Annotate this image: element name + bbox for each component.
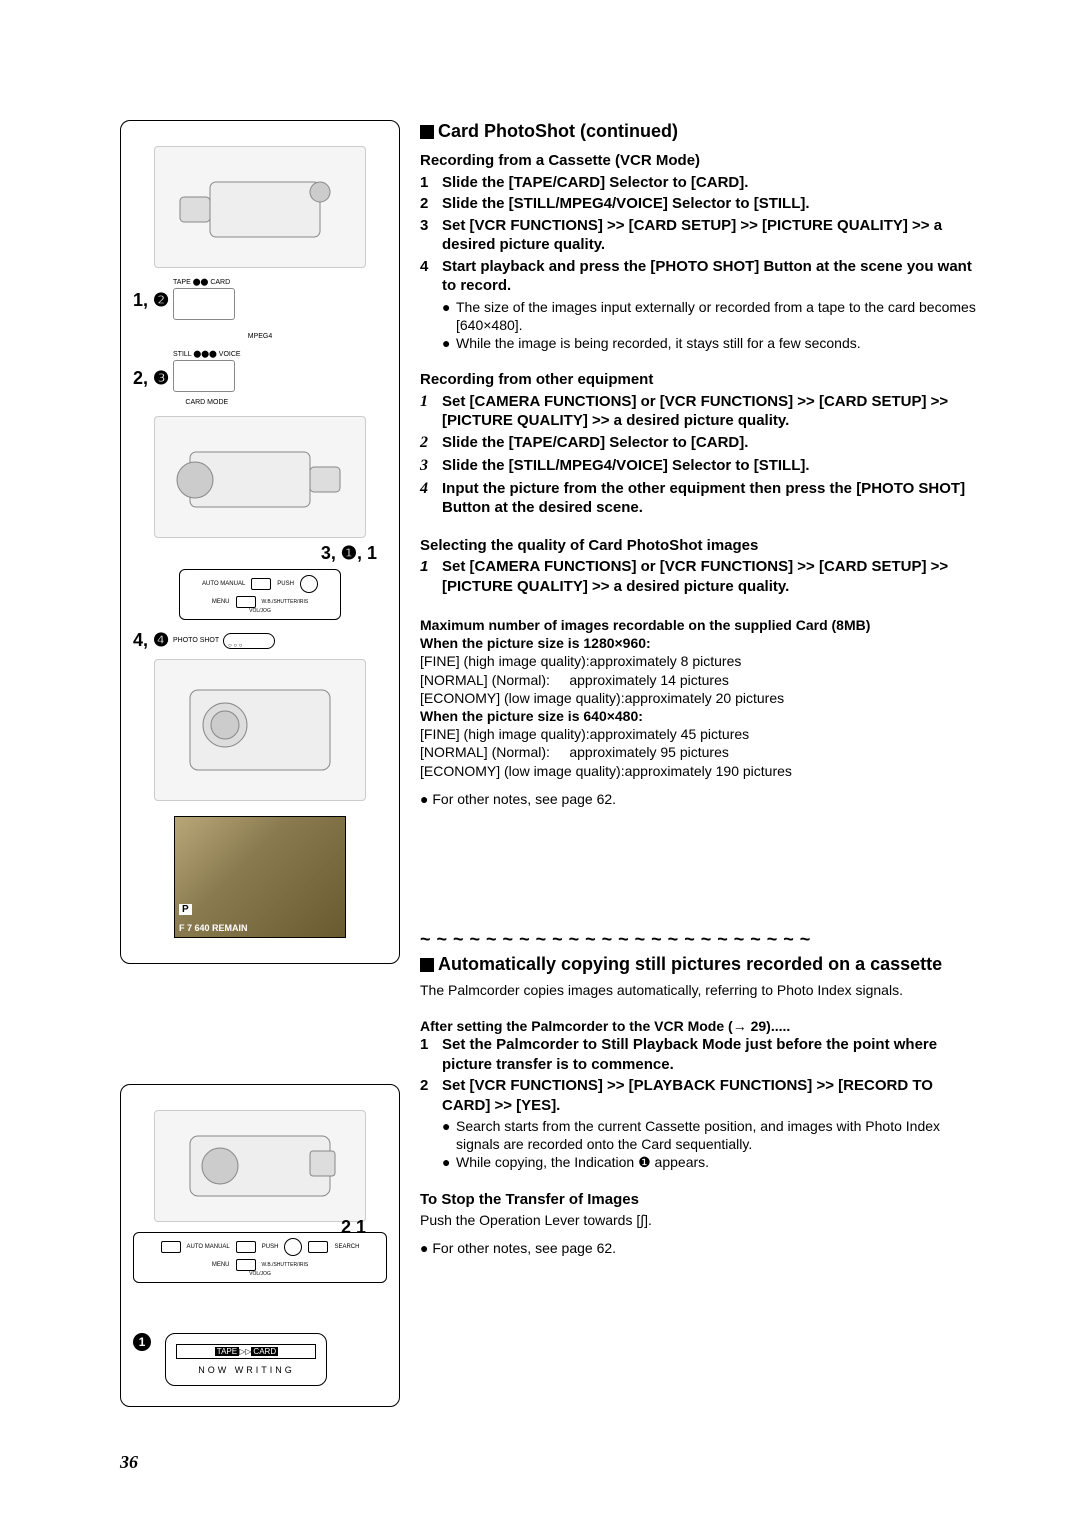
camcorder-dial-illustration bbox=[154, 416, 366, 538]
camera-dial-icon bbox=[170, 432, 350, 522]
size1-head: When the picture size is 1280×960: bbox=[420, 634, 980, 652]
right-text-column: Card PhotoShot (continued) Recording fro… bbox=[400, 120, 980, 1407]
camcorder-panel-illustration bbox=[154, 1110, 366, 1222]
now-writing-text: NOW WRITING bbox=[176, 1365, 316, 1375]
camera-icon bbox=[170, 162, 350, 252]
photo-shot-label: PHOTO SHOT bbox=[173, 637, 219, 644]
menu-label: MENU bbox=[212, 599, 230, 605]
black-square-icon bbox=[420, 958, 434, 972]
voljog-label: VOL/JOG bbox=[185, 608, 335, 614]
bullets-vcr: ●The size of the images input externally… bbox=[442, 298, 980, 353]
control-panel-callout: 2 1 AUTO MANUAL PUSH SEARCH MENU W.B./SH bbox=[133, 1232, 387, 1283]
section-title-autocopy: Automatically copying still pictures rec… bbox=[420, 953, 980, 976]
note-1: ● For other notes, see page 62. bbox=[420, 790, 980, 808]
wb-label-2: W.B./SHUTTER/IRIS bbox=[262, 1262, 309, 1268]
step-text: Slide the [STILL/MPEG4/VOICE] Selector t… bbox=[442, 456, 980, 477]
menu-label-2: MENU bbox=[212, 1262, 230, 1268]
step-text: Set the Palmcorder to Still Playback Mod… bbox=[442, 1035, 980, 1074]
camcorder-top-illustration bbox=[154, 146, 366, 268]
step-text: Input the picture from the other equipme… bbox=[442, 479, 980, 518]
steps-quality: 1Set [CAMERA FUNCTIONS] or [VCR FUNCTION… bbox=[420, 557, 980, 596]
bullet-text: While the image is being recorded, it st… bbox=[456, 334, 861, 352]
steps-autocopy: 1Set the Palmcorder to Still Playback Mo… bbox=[420, 1035, 980, 1115]
step-text: Set [VCR FUNCTIONS] >> [PLAYBACK FUNCTIO… bbox=[442, 1076, 980, 1115]
voljog-label-2: VOL/JOG bbox=[139, 1271, 381, 1277]
step-text: Slide the [TAPE/CARD] Selector to [CARD]… bbox=[442, 173, 980, 193]
step-num: 4 bbox=[420, 257, 442, 296]
step-ref-4: 4, ❹ bbox=[133, 630, 173, 651]
step-num: 1 bbox=[420, 392, 442, 431]
stop-heading: To Stop the Transfer of Images bbox=[420, 1190, 980, 1210]
step-num: 3 bbox=[420, 216, 442, 255]
title-text: Automatically copying still pictures rec… bbox=[438, 953, 942, 976]
tilde-separator: ~~~~~~~~~~~~~~~~~~~~~~~~ bbox=[420, 928, 980, 951]
step-ref-3: 3, ❶, 1 bbox=[133, 543, 387, 564]
steps-vcr: 1Slide the [TAPE/CARD] Selector to [CARD… bbox=[420, 173, 980, 296]
diagram-box-1: 1, ❷ TAPE ⬤⬤ CARD MPEG4 2, ❸ STILL ⬤⬤⬤ V… bbox=[120, 120, 400, 964]
camera-panel-icon bbox=[170, 1121, 350, 1211]
indicator-1-circle: 1 bbox=[133, 1333, 151, 1351]
push-label-2: PUSH bbox=[262, 1244, 279, 1250]
maximages-intro: Maximum number of images recordable on t… bbox=[420, 616, 980, 634]
step-num: 4 bbox=[420, 479, 442, 518]
auto-manual-label-2: AUTO MANUAL bbox=[187, 1244, 230, 1250]
left-diagram-column: 1, ❷ TAPE ⬤⬤ CARD MPEG4 2, ❸ STILL ⬤⬤⬤ V… bbox=[120, 120, 400, 1407]
dial-panel-callout: AUTO MANUAL PUSH MENU W.B./SHUTTER/IRIS … bbox=[179, 569, 341, 620]
autocopy-intro: The Palmcorder copies images automatical… bbox=[420, 981, 980, 999]
photo-shot-button-diagram: ○ ○ ○ bbox=[223, 633, 275, 649]
still-voice-switch-diagram: STILL ⬤⬤⬤ VOICE CARD MODE bbox=[173, 348, 241, 408]
step-num: 2 bbox=[420, 194, 442, 214]
size1-line: [ECONOMY] (low image quality):approximat… bbox=[420, 689, 980, 707]
note-2: ● For other notes, see page 62. bbox=[420, 1239, 980, 1257]
steps-other: 1Set [CAMERA FUNCTIONS] or [VCR FUNCTION… bbox=[420, 392, 980, 518]
push-label: PUSH bbox=[277, 581, 294, 587]
step-num: 1 bbox=[420, 557, 442, 596]
step-text: Set [CAMERA FUNCTIONS] or [VCR FUNCTIONS… bbox=[442, 557, 980, 596]
f7-remain-indicator: F 7 640 REMAIN bbox=[179, 923, 248, 933]
step-num: 2 bbox=[420, 433, 442, 454]
step-num: 1 bbox=[420, 1035, 442, 1074]
size1-line: [NORMAL] (Normal): approximately 14 pict… bbox=[420, 671, 980, 689]
size2-line: [ECONOMY] (low image quality):approximat… bbox=[420, 762, 980, 780]
p-indicator: P bbox=[179, 904, 192, 915]
bullet-text: Search starts from the current Cassette … bbox=[456, 1117, 980, 1153]
mpeg4-label: MPEG4 bbox=[133, 333, 387, 340]
search-label: SEARCH bbox=[334, 1244, 359, 1250]
tape-card-switch-diagram: TAPE ⬤⬤ CARD bbox=[173, 276, 235, 325]
auto-manual-label: AUTO MANUAL bbox=[202, 581, 245, 587]
black-square-icon bbox=[420, 125, 434, 139]
callout-2-1: 2 1 bbox=[341, 1217, 366, 1238]
step-ref-1: 1, ❷ bbox=[133, 290, 173, 311]
step-num: 3 bbox=[420, 456, 442, 477]
heading-quality: Selecting the quality of Card PhotoShot … bbox=[420, 536, 980, 556]
step-ref-2: 2, ❸ bbox=[133, 368, 173, 389]
section-title-photoshot: Card PhotoShot (continued) bbox=[420, 120, 980, 143]
step-text: Start playback and press the [PHOTO SHOT… bbox=[442, 257, 980, 296]
step-text: Slide the [TAPE/CARD] Selector to [CARD]… bbox=[442, 433, 980, 454]
after-setting: After setting the Palmcorder to the VCR … bbox=[420, 1017, 980, 1035]
bullets-autocopy: ●Search starts from the current Cassette… bbox=[442, 1117, 980, 1172]
page-number: 36 bbox=[120, 1452, 138, 1473]
camcorder-side-illustration bbox=[154, 659, 366, 801]
step-text: Slide the [STILL/MPEG4/VOICE] Selector t… bbox=[442, 194, 980, 214]
title-text: Card PhotoShot (continued) bbox=[438, 120, 678, 143]
bullet-text: While copying, the Indication ❶ appears. bbox=[456, 1153, 709, 1171]
step-text: Set [VCR FUNCTIONS] >> [CARD SETUP] >> [… bbox=[442, 216, 980, 255]
size2-line: [NORMAL] (Normal): approximately 95 pict… bbox=[420, 743, 980, 761]
step-num: 1 bbox=[420, 173, 442, 193]
sample-image-lion: P F 7 640 REMAIN bbox=[174, 816, 346, 938]
diagram-box-2: 2 1 AUTO MANUAL PUSH SEARCH MENU W.B./SH bbox=[120, 1084, 400, 1407]
writing-indicator-bubble: TAPE▷▷CARD NOW WRITING bbox=[165, 1333, 327, 1386]
step-text: Set [CAMERA FUNCTIONS] or [VCR FUNCTIONS… bbox=[442, 392, 980, 431]
size1-line: [FINE] (high image quality):approximatel… bbox=[420, 652, 980, 670]
camera-side-icon bbox=[170, 670, 350, 790]
step-num: 2 bbox=[420, 1076, 442, 1115]
size2-head: When the picture size is 640×480: bbox=[420, 707, 980, 725]
stop-text: Push the Operation Lever towards [∫]. bbox=[420, 1211, 980, 1229]
wb-label: W.B./SHUTTER/IRIS bbox=[262, 599, 309, 605]
size2-line: [FINE] (high image quality):approximatel… bbox=[420, 725, 980, 743]
heading-vcr: Recording from a Cassette (VCR Mode) bbox=[420, 151, 980, 171]
bullet-text: The size of the images input externally … bbox=[456, 298, 980, 334]
heading-other: Recording from other equipment bbox=[420, 370, 980, 390]
